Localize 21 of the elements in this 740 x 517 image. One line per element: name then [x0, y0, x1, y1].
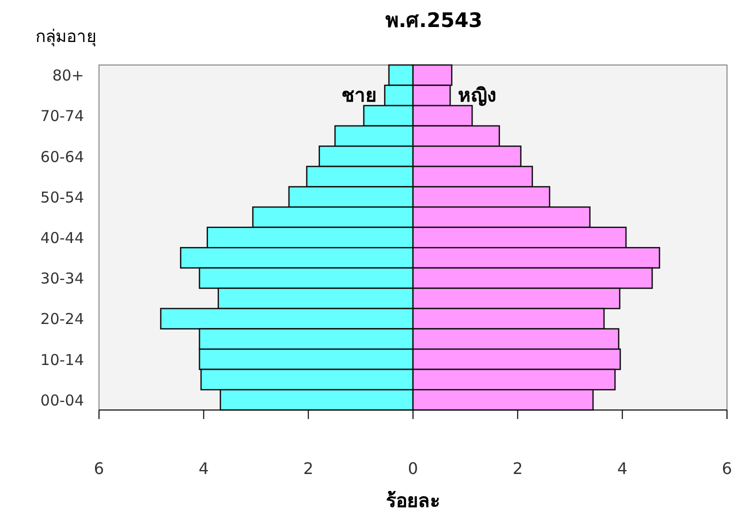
y-tick-label: 70-74	[40, 107, 84, 126]
y-tick-label: 80+	[52, 66, 84, 85]
x-tick-label: 4	[617, 459, 628, 478]
x-tick-label: 6	[722, 459, 732, 478]
y-tick-label: 50-54	[40, 188, 84, 206]
y-axis-title: กลุ่มอายุ	[36, 27, 96, 47]
y-tick-label: 20-24	[40, 310, 84, 328]
series-label: ชาย	[342, 84, 377, 106]
y-tick-label: 10-14	[40, 350, 84, 369]
x-tick-label: 2	[512, 459, 523, 478]
y-tick-label: 60-64	[40, 148, 84, 166]
x-axis-title: ร้อยละ	[386, 490, 440, 512]
chart-title: พ.ศ.2543	[386, 8, 482, 32]
x-tick-label: 2	[303, 459, 314, 478]
y-tick-label: 30-34	[40, 270, 84, 288]
y-tick-label: 00-04	[40, 391, 84, 410]
series-label: หญิง	[458, 84, 496, 106]
x-tick-label: 6	[94, 459, 104, 478]
x-tick-label: 0	[408, 459, 418, 478]
y-tick-label: 40-44	[40, 229, 84, 247]
x-tick-label: 4	[198, 459, 209, 478]
